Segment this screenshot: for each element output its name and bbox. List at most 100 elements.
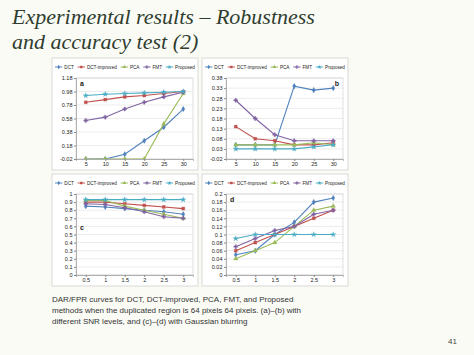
legend-label: Proposed	[175, 181, 195, 186]
marker	[331, 142, 336, 146]
tick-mark	[224, 275, 226, 276]
tick-label: 0.16	[212, 207, 223, 213]
grid-line	[76, 145, 193, 146]
series-line	[236, 127, 334, 145]
tick: 0.5	[65, 232, 76, 238]
series-markers	[233, 142, 336, 151]
legend-marker	[145, 65, 148, 68]
grid-line	[226, 226, 343, 227]
legend-item: Proposed	[166, 65, 196, 70]
legend-marker	[145, 181, 148, 184]
tick-mark	[224, 194, 226, 195]
tick: 0.58	[62, 116, 76, 122]
legend-label: PCA	[280, 65, 290, 70]
tick-label: 0.14	[212, 216, 223, 222]
tick-label: 1.18	[62, 75, 73, 81]
tick-label: 0.7	[65, 216, 73, 222]
legend-marker	[207, 65, 210, 70]
tick-label: 10	[253, 161, 259, 167]
series-line	[86, 200, 184, 218]
tick-label: 1	[254, 277, 257, 283]
tick-label: 0.2	[65, 256, 73, 262]
marker	[234, 249, 237, 252]
marker	[181, 216, 185, 220]
marker	[253, 232, 258, 237]
plot-frame	[226, 78, 343, 159]
legend-label: FMT	[302, 181, 312, 186]
tick: 0.3	[65, 248, 76, 254]
legend-label: DCT-improved	[87, 65, 117, 70]
tick-label: 2.5	[310, 277, 318, 283]
tick: 15	[122, 159, 128, 167]
series-markers	[83, 89, 186, 98]
legend-label: PCA	[280, 181, 290, 186]
grid-line	[76, 234, 193, 235]
marker	[84, 156, 87, 159]
tick: 2	[143, 275, 146, 283]
legend-item: DCT	[205, 65, 224, 70]
tick-mark	[224, 88, 226, 89]
tick-label: 25	[161, 161, 167, 167]
legend-item: PCA	[271, 65, 291, 70]
grid	[226, 78, 343, 159]
tick-mark	[224, 251, 226, 252]
legend-item: FMT	[293, 65, 312, 70]
marker	[84, 119, 88, 123]
marker	[122, 156, 127, 159]
tick: 25	[311, 159, 317, 167]
tick-label: 0.8	[65, 207, 73, 213]
tick: 1	[69, 191, 76, 197]
tick-label: 20	[292, 161, 298, 167]
tick: 0.2	[215, 191, 226, 197]
marker	[233, 142, 238, 146]
axis-line	[224, 79, 227, 160]
grid	[76, 194, 193, 275]
legend-label: PCA	[130, 181, 140, 186]
tick-mark	[74, 105, 76, 106]
series-markers	[83, 197, 186, 202]
tick-mark	[74, 194, 76, 195]
tick: 0.98	[62, 89, 76, 95]
marker	[84, 202, 88, 206]
marker	[234, 98, 238, 102]
marker	[312, 139, 316, 143]
tick-mark	[224, 129, 226, 130]
legend-label: Proposed	[325, 65, 345, 70]
marker	[234, 125, 237, 128]
tick: 2.5	[310, 275, 318, 283]
marker	[233, 256, 238, 260]
legend-marker	[272, 65, 276, 68]
tick-label: 0.98	[62, 89, 73, 95]
legend-label: Proposed	[325, 181, 345, 186]
series-line	[86, 92, 184, 103]
tick-label: 0.06	[212, 248, 223, 254]
x-axis: 51015202530	[77, 159, 194, 167]
series-markers	[84, 90, 185, 104]
tick-mark	[74, 146, 76, 147]
marker	[331, 142, 336, 147]
tick-label: 2	[143, 277, 146, 283]
legend-item: DCT	[205, 181, 224, 186]
panel-frame	[202, 58, 348, 170]
marker	[311, 232, 316, 237]
tick-label: 25	[311, 161, 317, 167]
marker	[103, 156, 108, 159]
tick: 0.03	[212, 146, 226, 152]
legend-marker	[80, 182, 82, 184]
tick-mark	[224, 210, 226, 211]
tick-label: 15	[122, 161, 128, 167]
tick: 0.38	[62, 129, 76, 135]
legend-marker	[230, 182, 232, 184]
axis-line	[77, 276, 194, 278]
legend-item: PCA	[121, 65, 141, 70]
legend-label: DCT	[64, 65, 74, 70]
series-line	[236, 210, 334, 251]
tick-label: 0.3	[65, 248, 73, 254]
slide-title: Experimental results – Robustness	[11, 4, 315, 29]
marker	[182, 106, 185, 112]
series-markers	[234, 195, 335, 257]
marker	[292, 146, 297, 151]
series-markers	[234, 98, 336, 143]
marker	[272, 146, 277, 151]
tick: 0.33	[212, 85, 226, 91]
